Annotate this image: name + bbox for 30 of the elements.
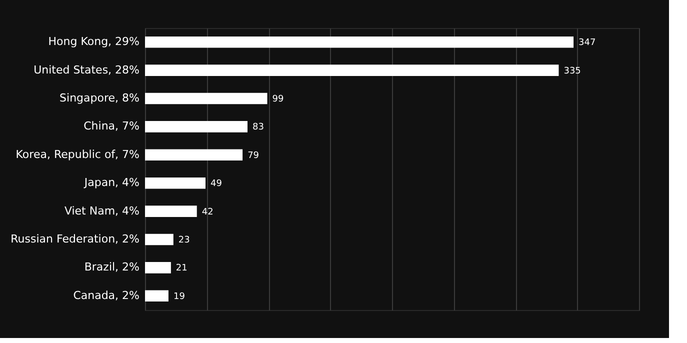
y-tick-label: China, 7% xyxy=(84,120,140,133)
bar xyxy=(145,177,206,189)
bar xyxy=(145,92,268,104)
data-label: 21 xyxy=(176,264,188,274)
data-label: 49 xyxy=(210,179,222,190)
y-tick-label: Russian Federation, 2% xyxy=(10,232,140,246)
bar xyxy=(145,36,574,48)
y-tick-label: Brazil, 2% xyxy=(84,260,140,274)
y-tick-label: Singapore, 8% xyxy=(60,92,140,104)
y-tick-label: Japan, 4% xyxy=(83,176,140,190)
data-label: 19 xyxy=(173,292,186,302)
y-tick-label: Korea, Republic of, 7% xyxy=(16,148,140,161)
y-tick-label: Canada, 2% xyxy=(73,288,140,302)
data-label: 83 xyxy=(252,122,264,133)
data-label: 347 xyxy=(578,38,596,48)
data-label: 42 xyxy=(202,207,214,218)
bar xyxy=(145,290,168,302)
bar xyxy=(145,64,559,76)
data-label: 23 xyxy=(178,236,190,246)
data-label: 335 xyxy=(564,66,581,76)
bar xyxy=(145,121,248,132)
data-label: 99 xyxy=(272,94,284,104)
y-tick-label: United States, 28% xyxy=(34,63,140,76)
bar xyxy=(145,149,243,161)
bar xyxy=(145,206,197,217)
y-tick-label: Hong Kong, 29% xyxy=(48,35,140,48)
y-tick-label: Viet Nam, 4% xyxy=(64,204,140,218)
bar xyxy=(145,262,171,274)
bar xyxy=(145,234,174,246)
data-label: 79 xyxy=(248,150,260,161)
